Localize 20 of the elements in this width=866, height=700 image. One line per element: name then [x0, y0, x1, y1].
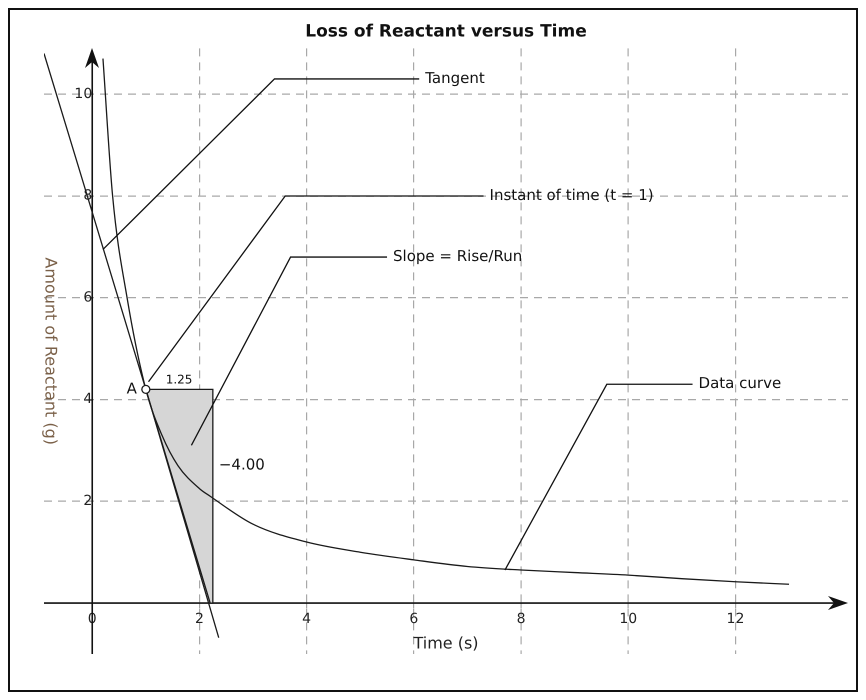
x-tick-label: 6: [409, 611, 418, 628]
annotation: Slope = Rise/Run: [393, 246, 522, 265]
y-tick-label: 4: [83, 391, 92, 408]
annotation: A: [126, 379, 138, 398]
x-tick-label: 4: [302, 611, 312, 628]
annotation: Data curve: [698, 374, 782, 392]
y-tick-label: 2: [83, 492, 92, 509]
x-tick-label: 12: [726, 611, 744, 628]
chart-title: Loss of Reactant versus Time: [305, 22, 587, 42]
annotation: Instant of time (t = 1): [490, 186, 654, 204]
annotation: −4.00: [218, 456, 265, 474]
x-axis-title: Time (s): [412, 634, 479, 653]
annotation: Tangent: [424, 68, 485, 87]
y-tick-label: 6: [83, 289, 92, 306]
x-tick-label: 8: [516, 611, 526, 628]
annotation: 1.25: [166, 372, 192, 386]
y-axis-title: Amount of Reactant (g): [42, 257, 61, 445]
y-tick-label: 10: [74, 86, 92, 102]
x-tick-label: 10: [619, 611, 638, 628]
x-tick-label: 2: [194, 611, 204, 628]
